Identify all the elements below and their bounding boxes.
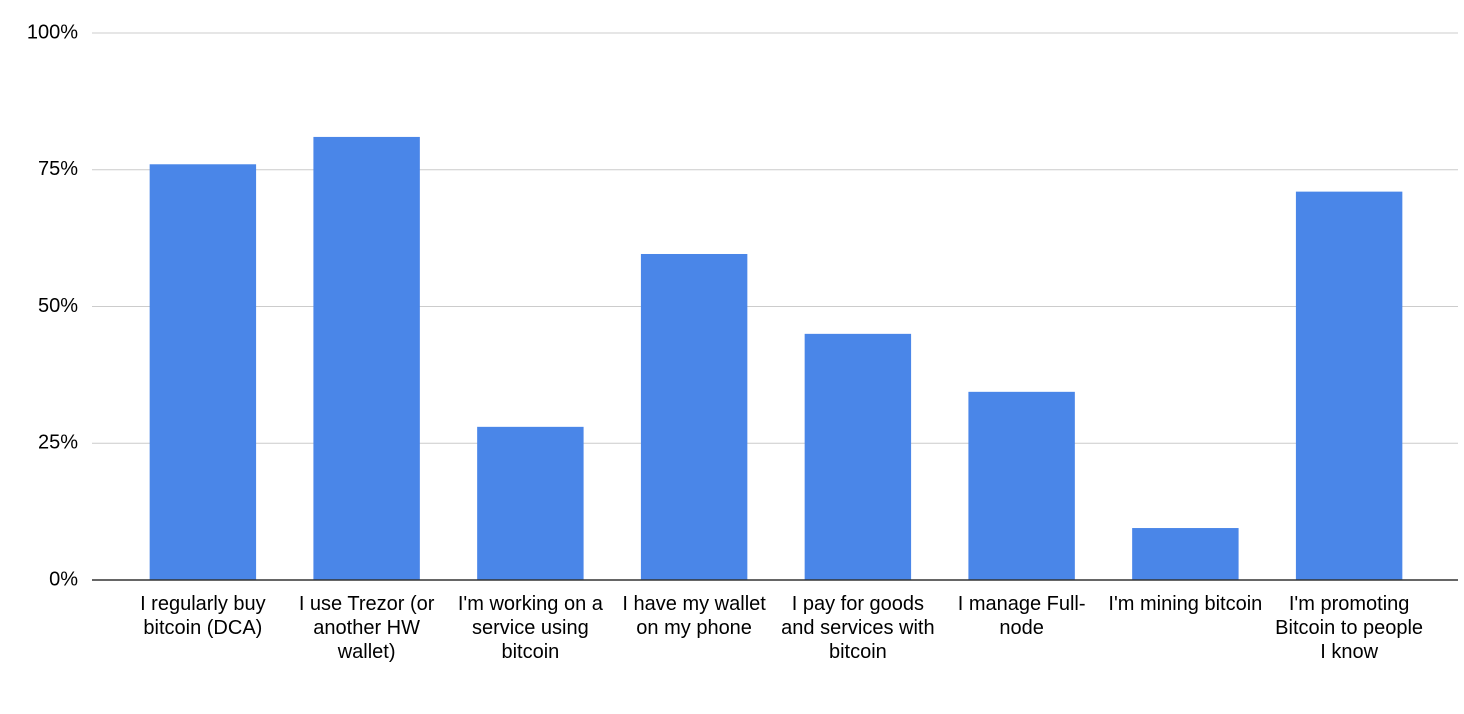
x-tick-label: I'm promoting Bitcoin to people I know: [1275, 593, 1424, 663]
y-tick-label: 50%: [38, 295, 78, 317]
bar: [313, 136, 420, 580]
bar: [1295, 191, 1403, 580]
x-tick-label: I manage Full-node: [957, 593, 1086, 639]
bar: [149, 164, 257, 580]
y-tick-label: 100%: [27, 21, 78, 43]
bar: [477, 426, 584, 580]
x-tick-label: I regularly buy bitcoin (DCA): [140, 593, 266, 639]
y-tick-label: 25%: [38, 432, 78, 454]
x-tick-label: I have my wallet on my phone: [622, 593, 766, 639]
bar: [640, 253, 748, 580]
bar: [1132, 528, 1239, 580]
x-tick-label: I use Trezor (or another HW wallet): [298, 593, 435, 663]
bar: [968, 391, 1075, 580]
y-tick-label: 75%: [38, 158, 78, 180]
x-tick-label: I pay for goods and services with bitcoi…: [781, 593, 935, 663]
bar: [804, 333, 912, 580]
y-tick-label: 0%: [49, 568, 78, 590]
x-tick-label: I'm mining bitcoin: [1108, 593, 1263, 615]
x-tick-label: I'm working on a service using bitcoin: [457, 593, 603, 663]
